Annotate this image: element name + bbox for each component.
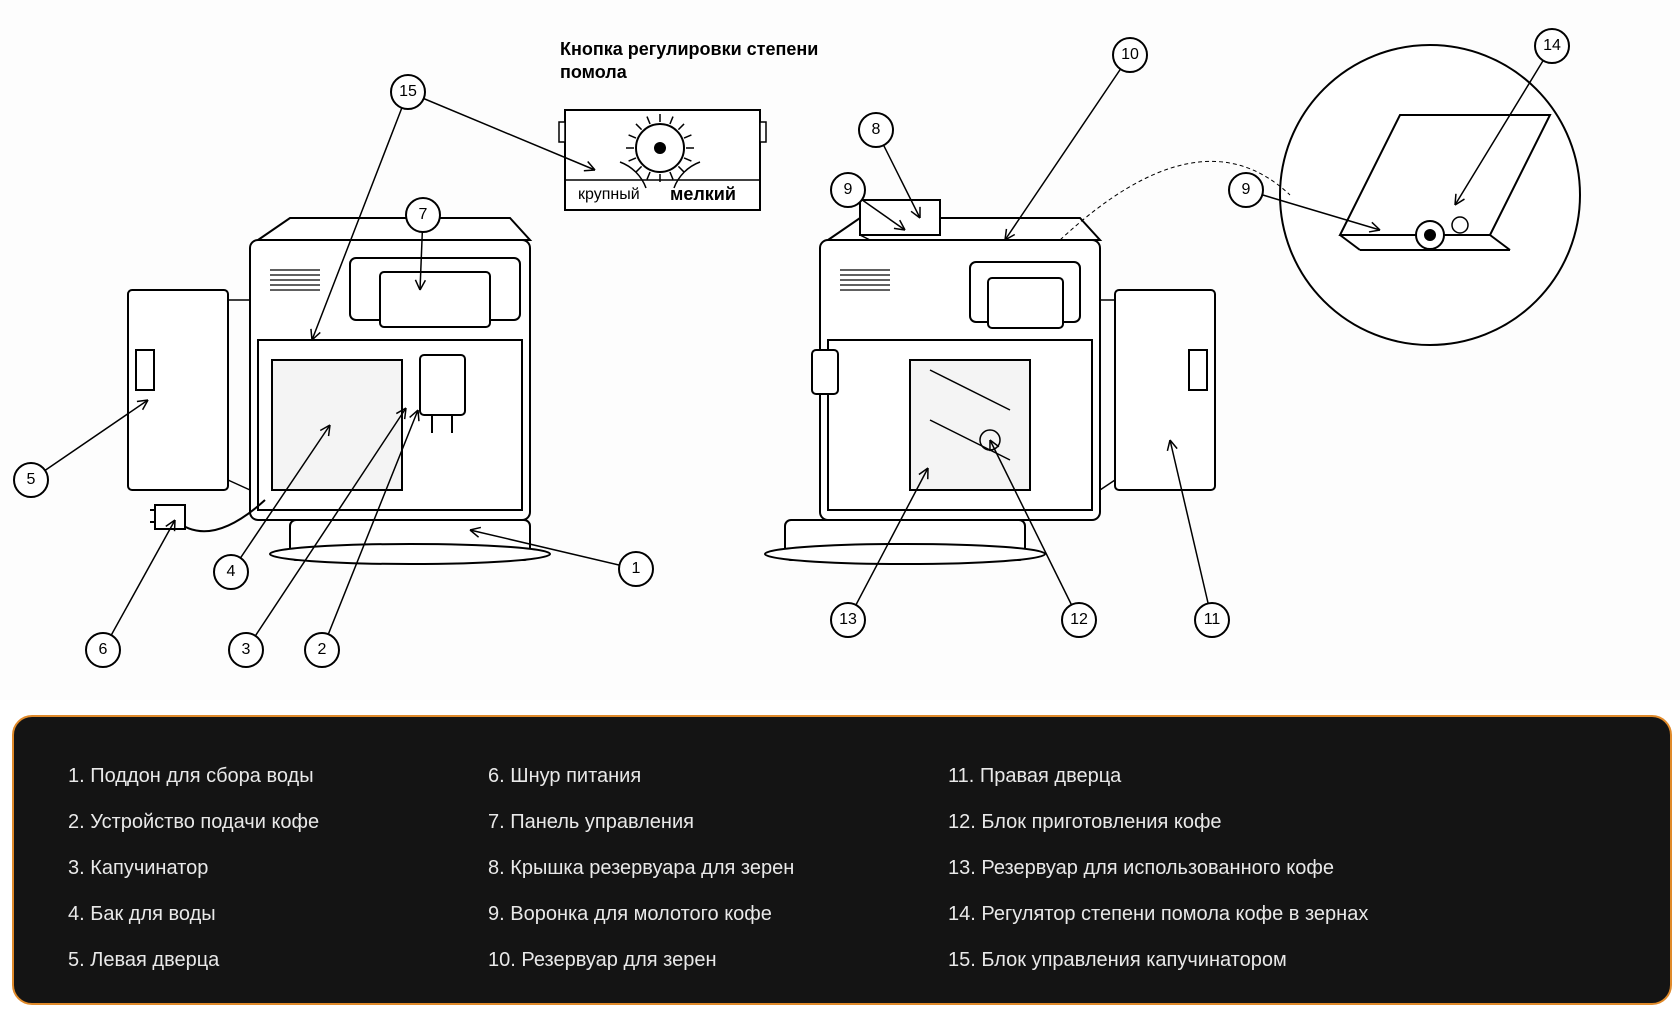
- technical-diagram: Кнопка регулировки степени помола крупны…: [0, 0, 1680, 700]
- callout-12: 12: [1061, 602, 1097, 638]
- callout-13: 13: [830, 602, 866, 638]
- callout-5: 5: [13, 462, 49, 498]
- legend-item-6: 6. Шнур питания: [488, 761, 908, 791]
- callout-8: 8: [858, 112, 894, 148]
- grind-label-fine: мелкий: [670, 184, 736, 205]
- callout-9-detail: 9: [1228, 172, 1264, 208]
- legend-panel: 1. Поддон для сбора воды 2. Устройство по…: [12, 715, 1672, 1005]
- legend-item-12: 12. Блок приготовления кофе: [948, 807, 1616, 837]
- grind-control-title: Кнопка регулировки степени помола: [560, 38, 820, 85]
- legend-item-1: 1. Поддон для сбора воды: [68, 761, 448, 791]
- callout-6: 6: [85, 632, 121, 668]
- callout-7: 7: [405, 197, 441, 233]
- grind-label-coarse: крупный: [578, 186, 640, 204]
- callout-4: 4: [213, 554, 249, 590]
- legend-item-9: 9. Воронка для молотого кофе: [488, 899, 908, 929]
- legend-item-11: 11. Правая дверца: [948, 761, 1616, 791]
- callout-9: 9: [830, 172, 866, 208]
- legend-item-14: 14. Регулятор степени помола кофе в зерн…: [948, 899, 1616, 929]
- legend-item-7: 7. Панель управления: [488, 807, 908, 837]
- diagram-svg: [0, 0, 1680, 700]
- legend-item-15: 15. Блок управления капучинатором: [948, 945, 1616, 975]
- callout-11: 11: [1194, 602, 1230, 638]
- legend-item-5: 5. Левая дверца: [68, 945, 448, 975]
- legend-item-8: 8. Крышка резервуара для зерен: [488, 853, 908, 883]
- legend-column-3: 11. Правая дверца 12. Блок приготовления …: [948, 761, 1616, 973]
- callout-3: 3: [228, 632, 264, 668]
- legend-item-10: 10. Резервуар для зерен: [488, 945, 908, 975]
- callout-14: 14: [1534, 28, 1570, 64]
- callout-10: 10: [1112, 37, 1148, 73]
- legend-column-2: 6. Шнур питания 7. Панель управления 8. Кр…: [488, 761, 908, 973]
- legend-item-13: 13. Резервуар для использованного кофе: [948, 853, 1616, 883]
- callout-15: 15: [390, 74, 426, 110]
- legend-item-3: 3. Капучинатор: [68, 853, 448, 883]
- legend-item-4: 4. Бак для воды: [68, 899, 448, 929]
- callout-1: 1: [618, 551, 654, 587]
- legend-item-2: 2. Устройство подачи кофе: [68, 807, 448, 837]
- legend-column-1: 1. Поддон для сбора воды 2. Устройство по…: [68, 761, 448, 973]
- callout-2: 2: [304, 632, 340, 668]
